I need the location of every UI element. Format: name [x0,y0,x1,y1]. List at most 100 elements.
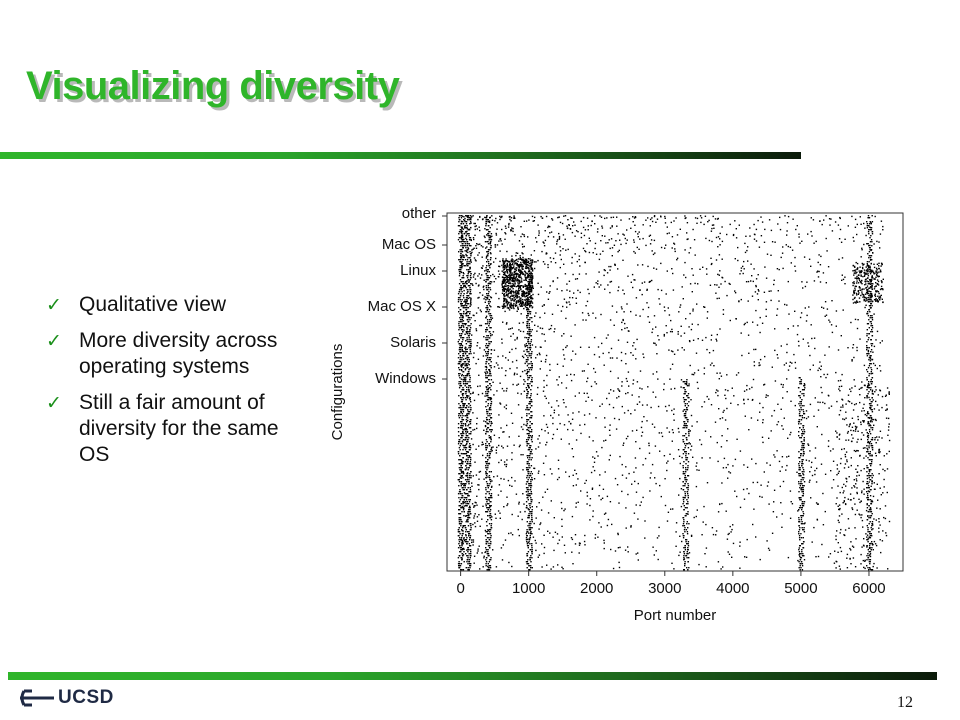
data-point [457,357,460,359]
data-point [460,433,462,435]
data-point [529,557,531,559]
data-point [470,459,472,461]
data-point [464,497,467,499]
data-point [485,353,488,355]
data-point [649,280,652,283]
data-point [530,451,532,453]
data-point [871,437,874,439]
data-point [799,521,801,523]
data-point [468,475,471,477]
data-point [866,335,868,337]
data-point [871,477,873,479]
data-point [559,221,562,224]
data-point [757,289,759,291]
data-point [746,538,748,541]
data-point [870,223,872,225]
data-point [459,359,461,361]
data-point [463,445,465,447]
data-point [485,267,487,269]
data-point [528,385,530,387]
data-point [468,345,470,347]
data-point [520,226,522,228]
data-point [490,429,492,431]
data-point [531,479,533,481]
data-point [549,363,551,366]
data-point [802,485,804,487]
data-point [467,531,469,533]
data-point [463,238,465,241]
data-point [488,325,490,327]
data-point [468,397,471,399]
data-point [578,542,581,544]
data-point [751,275,753,277]
data-point [856,327,859,330]
data-point [483,478,485,480]
data-point [458,555,460,557]
data-point [474,513,476,515]
data-point [870,569,872,571]
data-point [523,379,525,381]
data-point [462,509,465,511]
data-point [528,495,530,497]
data-point [715,236,718,239]
data-point [571,448,573,450]
data-point [469,513,472,515]
data-point [489,479,491,481]
data-point [623,412,626,414]
data-point [587,363,589,365]
data-point [870,255,873,257]
data-point [870,279,872,281]
data-point [528,532,530,534]
data-point [464,299,466,301]
data-point [525,537,528,539]
data-point [526,563,529,565]
data-point [465,458,468,461]
data-point [465,483,467,485]
data-point [459,533,461,535]
data-point [460,551,462,553]
data-point [460,217,463,219]
data-point [525,424,527,426]
data-point [458,289,461,291]
data-point [483,279,485,281]
data-point [870,511,873,513]
data-point [487,229,489,231]
data-point [869,399,871,401]
data-point [588,436,591,438]
data-point [460,238,463,240]
data-point [539,316,541,319]
data-point [853,485,855,487]
data-point [529,535,531,537]
data-point [462,555,464,557]
data-point [476,243,478,245]
data-point [686,381,688,383]
data-point [484,236,486,239]
data-point [751,386,753,389]
data-point [485,565,487,567]
data-point [798,403,800,405]
data-point [687,503,689,505]
data-point [461,255,463,257]
data-point [528,569,530,571]
data-point [711,224,714,226]
data-point [526,531,528,533]
data-point [458,363,461,365]
data-point [871,221,874,223]
data-point [866,243,868,245]
data-point [739,506,742,509]
data-point [622,259,624,261]
data-point [839,228,842,231]
data-point [460,483,462,485]
data-point [531,547,533,549]
data-point [461,527,464,529]
data-point [529,273,531,275]
data-point [770,254,772,256]
data-point [857,319,859,321]
data-point [490,449,492,451]
data-point [856,509,858,511]
data-point [698,563,700,566]
data-point [684,507,687,509]
data-point [604,471,606,473]
data-point [637,233,639,235]
data-point [779,485,781,488]
